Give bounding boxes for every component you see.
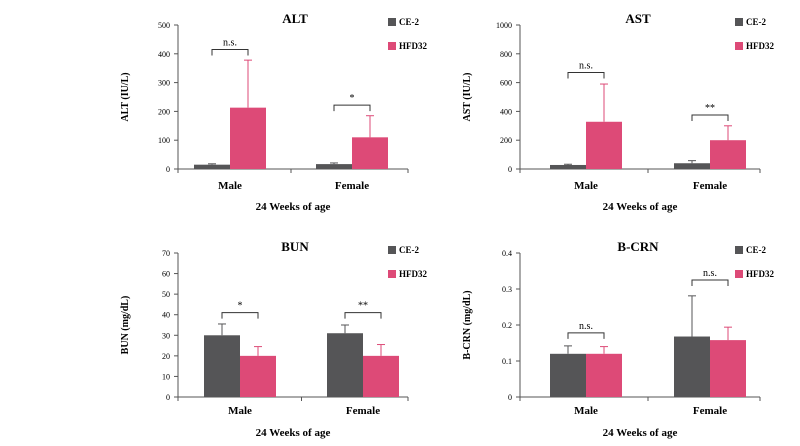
panel-b-crn-sig-bracket-female [691,279,729,286]
panel-alt-bar-ce-2-female [316,164,352,169]
panel-alt-sig-label-female: * [350,93,355,104]
panel-b-crn-sig-label-male: n.s. [579,321,593,332]
panel-alt-bar-hfd32-female [352,137,388,169]
panel-bun-bar-hfd32-female [363,355,399,397]
panel-b-crn-ylabel: B-CRN (mg/dL) [462,290,473,359]
panel-alt-ytick-label: 0 [166,165,170,174]
panel-b-crn-sig-label-female: n.s. [703,268,717,279]
panel-b-crn-legend-label-hfd32: HFD32 [746,269,774,279]
panel-ast-category-male: Male [574,180,598,192]
panel-bun-ytick-label: 30 [162,331,170,340]
panel-ast-sig-bracket-female [691,114,729,121]
panel-ast-ytick-label: 600 [500,79,512,88]
panel-alt-title: ALT [282,11,308,26]
panel-ast-ytick-label: 200 [500,136,512,145]
panel-ast-bar-hfd32-male [586,121,622,169]
panel-bun-ylabel: BUN (mg/dL) [120,296,131,355]
panel-b-crn-legend-label-ce-2: CE-2 [746,245,766,255]
panel-bun-ytick-label: 70 [162,249,170,258]
panel-b-crn-title: B-CRN [617,239,659,254]
panel-ast-category-female: Female [693,180,727,192]
panel-b-crn-legend-swatch-ce-2 [735,246,743,254]
panel-alt-sig-bracket-male [211,48,249,56]
panel-bun-ytick-label: 0 [166,393,170,402]
panel-b-crn-xlabel: 24 Weeks of age [603,427,678,439]
panel-alt-ytick-label: 400 [158,50,170,59]
panel-ast-legend-swatch-ce-2 [735,18,743,26]
panel-alt-ytick-label: 100 [158,136,170,145]
panel-alt-legend-label-ce-2: CE-2 [399,17,419,27]
panel-b-crn-ytick-label: 0.4 [502,249,512,258]
panel-ast-ytick-label: 0 [508,165,512,174]
panel-bun-legend-label-hfd32: HFD32 [399,269,427,279]
panel-ast-legend-label-hfd32: HFD32 [746,41,774,51]
panel-bun-sig-bracket-female [344,312,382,319]
panel-b-crn-ytick-label: 0.1 [502,357,512,366]
panel-ast-bar-ce-2-female [674,163,710,169]
panel-ast-legend-swatch-hfd32 [735,42,743,50]
panel-bun-category-female: Female [346,405,380,417]
panel-ast-ytick-label: 400 [500,107,512,116]
panel-ast-xlabel: 24 Weeks of age [603,201,678,213]
panel-b-crn-legend-swatch-hfd32 [735,270,743,278]
panel-bun-legend-swatch-ce-2 [388,246,396,254]
panel-b-crn-bar-hfd32-female [710,340,746,397]
panel-b-crn-category-male: Male [574,405,598,417]
panel-alt-ytick-label: 300 [158,79,170,88]
panel-bun-ytick-label: 50 [162,290,170,299]
panel-alt-legend-label-hfd32: HFD32 [399,41,427,51]
panel-bun-legend-label-ce-2: CE-2 [399,245,419,255]
panel-bun-sig-label-male: * [238,301,243,312]
panel-bun-title: BUN [281,239,309,254]
panel-b-crn-bar-ce-2-male [550,353,586,397]
panel-bun-bar-hfd32-male [240,355,276,397]
panel-alt-ytick-label: 200 [158,107,170,116]
panel-b-crn-category-female: Female [693,405,727,417]
panel-ast-ytick-label: 800 [500,50,512,59]
panel-b-crn-ytick-label: 0 [508,393,512,402]
panel-b-crn-ytick-label: 0.2 [502,321,512,330]
panel-alt-ytick-label: 500 [158,21,170,30]
panel-bun-ytick-label: 40 [162,311,170,320]
panel-ast-bar-ce-2-male [550,164,586,169]
panel-ast-ytick-label: 1000 [496,21,512,30]
panel-bun-ytick-label: 60 [162,270,170,279]
panel-alt-sig-label-male: n.s. [223,37,237,48]
panel-bun-bar-ce-2-male [204,335,240,397]
panel-ast-bar-hfd32-female [710,140,746,169]
panel-alt-legend-swatch-ce-2 [388,18,396,26]
panel-alt-sig-bracket-female [333,104,371,112]
panel-alt-ylabel: ALT (IU/L) [120,72,131,121]
panel-alt-bar-hfd32-male [230,107,266,169]
panel-ast-ylabel: AST (IU/L) [462,73,473,122]
panel-alt-category-male: Male [218,180,242,192]
panel-bun-category-male: Male [228,405,252,417]
panel-b-crn-ytick-label: 0.3 [502,285,512,294]
panel-b-crn-bar-ce-2-female [674,336,710,397]
panel-ast-title: AST [625,11,651,26]
panel-bun-sig-bracket-male [221,312,259,319]
panel-alt-category-female: Female [335,180,369,192]
panel-ast-sig-label-female: ** [705,103,715,114]
panel-ast-sig-bracket-male [567,72,605,79]
panel-bun-xlabel: 24 Weeks of age [256,427,331,439]
panel-ast-sig-label-male: n.s. [579,61,593,72]
panel-bun-legend-swatch-hfd32 [388,270,396,278]
panel-alt-bar-ce-2-male [194,164,230,169]
panel-bun-sig-label-female: ** [358,301,368,312]
panel-b-crn-bar-hfd32-male [586,353,622,397]
panel-alt-xlabel: 24 Weeks of age [256,201,331,213]
panel-ast-legend-label-ce-2: CE-2 [746,17,766,27]
panel-bun-bar-ce-2-female [327,333,363,397]
panel-b-crn-sig-bracket-male [567,332,605,339]
panel-alt-legend-swatch-hfd32 [388,42,396,50]
panel-bun-ytick-label: 20 [162,352,170,361]
panel-bun-ytick-label: 10 [162,372,170,381]
